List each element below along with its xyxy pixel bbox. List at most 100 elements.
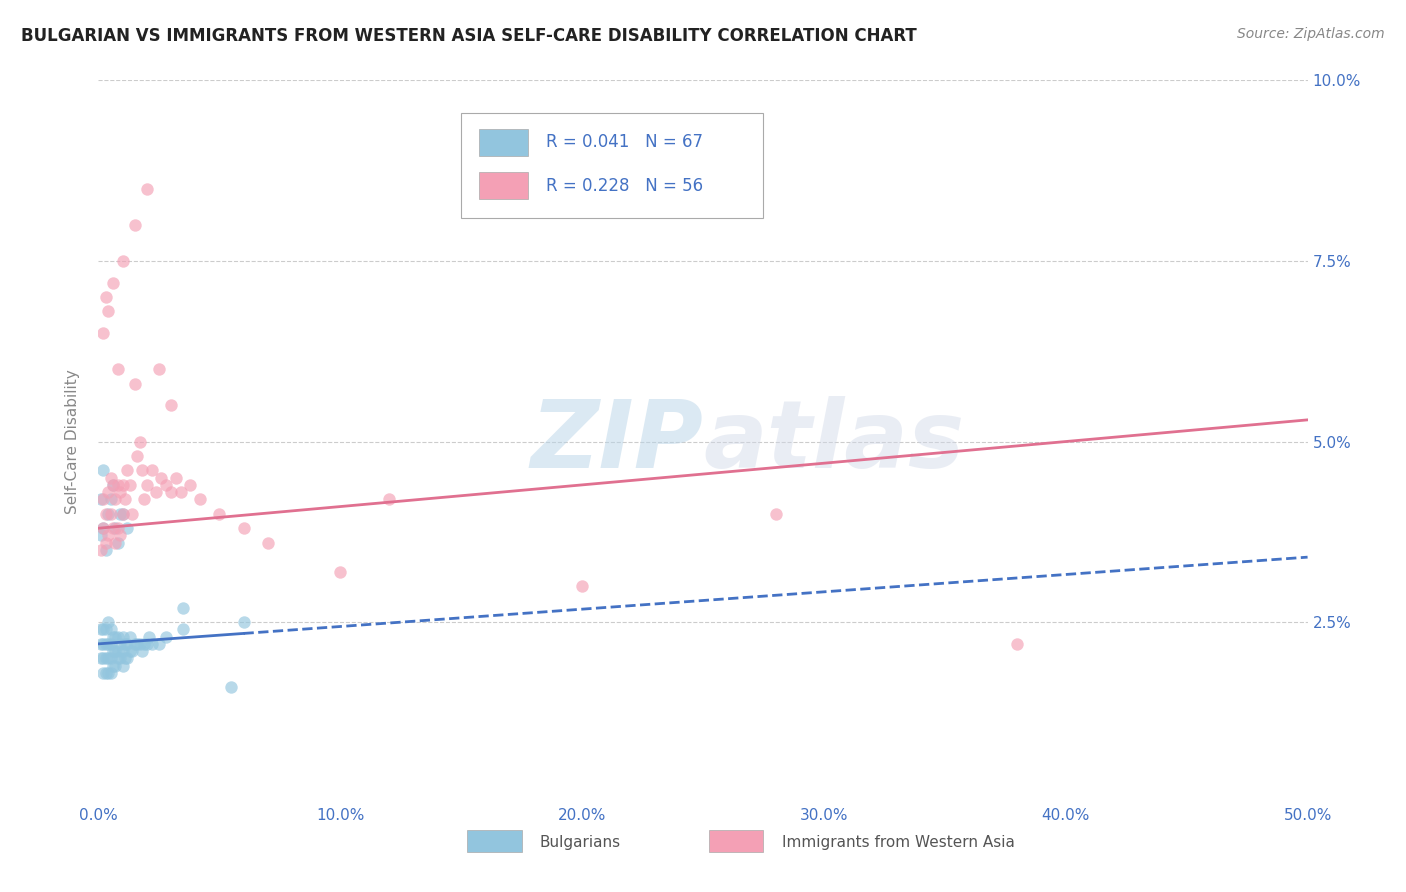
Point [111,507,134,521]
Point [232,521,254,535]
Point [107,478,129,492]
Point [124,637,146,651]
Point [97,665,120,680]
Point [121,644,143,658]
Point [100,665,122,680]
Point [91,665,114,680]
Bar [479,172,527,200]
Point [100,471,122,485]
Point [94,290,117,304]
Point [134,637,156,651]
Point [135,637,157,651]
Point [160,398,183,412]
Point [97,485,120,500]
Point [104,521,127,535]
Point [91,326,114,340]
Point [100,507,122,521]
Point [377,492,399,507]
Point [97,528,120,542]
Point [91,492,114,507]
Point [172,623,194,637]
Point [118,630,141,644]
Point [111,658,134,673]
Point [94,651,117,665]
Point [150,471,173,485]
Point [107,535,129,549]
Point [111,644,134,658]
Point [104,492,127,507]
Point [107,630,129,644]
Point [329,565,352,579]
Text: R = 0.228   N = 56: R = 0.228 N = 56 [546,177,703,194]
Text: Immigrants from Western Asia: Immigrants from Western Asia [782,835,1015,850]
Point [111,507,134,521]
Text: BULGARIAN VS IMMIGRANTS FROM WESTERN ASIA SELF-CARE DISABILITY CORRELATION CHART: BULGARIAN VS IMMIGRANTS FROM WESTERN ASI… [21,27,917,45]
Point [111,478,134,492]
Point [104,535,127,549]
Point [128,434,150,449]
Point [135,478,157,492]
Point [90,651,112,665]
Point [91,623,114,637]
Point [765,507,787,521]
Point [100,651,122,665]
Point [155,478,177,492]
Point [121,507,143,521]
Point [188,492,211,507]
Point [117,463,139,477]
Point [108,528,131,542]
Point [117,637,139,651]
Point [148,637,170,651]
Point [107,644,129,658]
Point [117,521,139,535]
Point [91,463,114,477]
Point [94,535,117,549]
Point [208,507,231,521]
Text: Source: ZipAtlas.com: Source: ZipAtlas.com [1237,27,1385,41]
Point [97,651,120,665]
Point [118,478,141,492]
FancyBboxPatch shape [461,112,763,218]
Text: ZIP: ZIP [530,395,703,488]
Point [97,637,120,651]
Text: R = 0.041   N = 67: R = 0.041 N = 67 [546,134,703,152]
Point [165,471,187,485]
Text: atlas: atlas [703,395,965,488]
Point [124,218,146,232]
Point [169,485,191,500]
Point [114,492,136,507]
Point [94,507,117,521]
Point [155,630,177,644]
Point [100,492,122,507]
Point [111,630,134,644]
Point [117,651,139,665]
Point [101,521,124,535]
Point [90,492,112,507]
Point [91,521,114,535]
Point [108,651,131,665]
Point [104,658,127,673]
Point [179,478,201,492]
Point [118,644,141,658]
Point [232,615,254,630]
Point [107,651,129,665]
Point [101,478,124,492]
Point [90,623,112,637]
Point [1007,637,1029,651]
Text: Bulgarians: Bulgarians [540,835,621,850]
Point [134,492,156,507]
Point [160,485,183,500]
Point [114,637,136,651]
Point [94,623,117,637]
Point [141,637,163,651]
Point [135,182,157,196]
Point [114,651,136,665]
Point [101,630,124,644]
Point [94,637,117,651]
Bar [467,830,522,852]
Point [107,521,129,535]
Point [148,362,170,376]
Point [127,637,149,651]
Point [131,463,153,477]
Point [94,542,117,557]
